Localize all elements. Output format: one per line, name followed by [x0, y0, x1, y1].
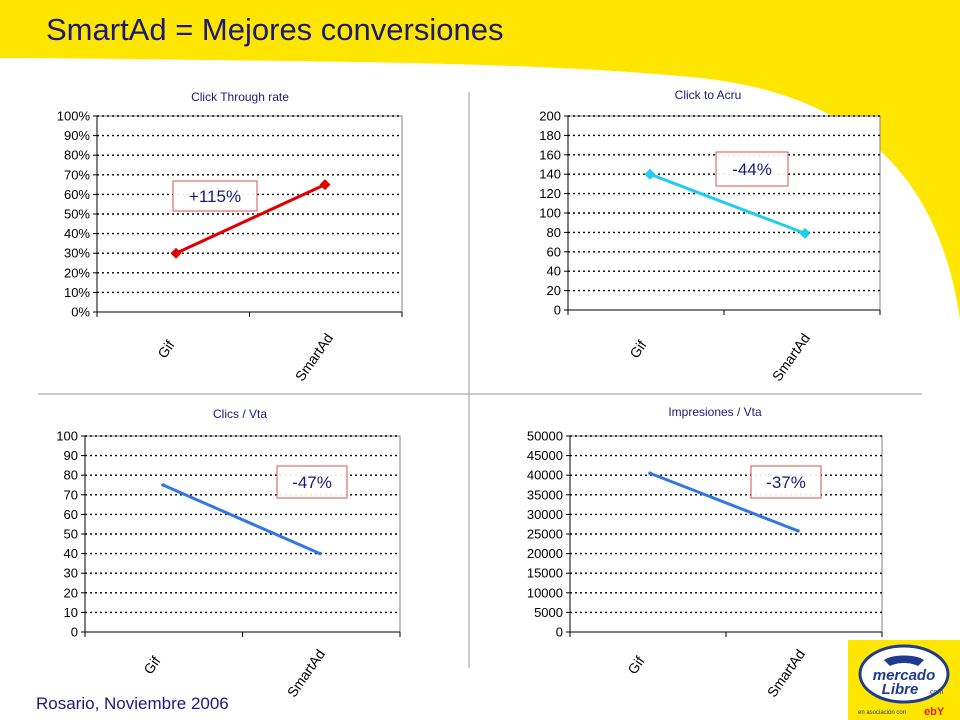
chart-4-y-tick-label: 50000 — [527, 429, 563, 444]
chart-2-series-line — [649, 172, 806, 235]
chart-2-data-point — [644, 168, 656, 180]
chart-2-y-tick-label: 0 — [554, 303, 561, 318]
mercadolibre-logo: mercado Libre .com en asociación con ebY — [858, 644, 950, 718]
chart-3-y-tick-label: 60 — [64, 507, 78, 522]
handshake-icon — [884, 655, 924, 666]
chart-1-y-tick-label: 80% — [64, 148, 90, 163]
chart-4-title: Impresiones / Vta — [668, 405, 762, 419]
chart-1-y-tick-label: 70% — [64, 167, 90, 182]
chart-4-data-point — [648, 471, 652, 476]
chart-2-y-tick-label: 80 — [547, 225, 561, 240]
logo-partner-text: en asociación con — [858, 710, 906, 716]
chart-4-annotation-label: -37% — [766, 473, 806, 492]
chart-2-x-category-label: Gif — [626, 337, 649, 361]
chart-2-y-tick-label: 60 — [547, 244, 561, 259]
chart-4-y-tick-label: 10000 — [527, 585, 563, 600]
chart-1-y-tick-label: 20% — [64, 265, 90, 280]
chart-2-y-tick-label: 140 — [539, 167, 561, 182]
chart-4-y-tick-label: 35000 — [527, 487, 563, 502]
chart-3-y-tick-label: 0 — [71, 625, 78, 640]
chart-1-y-tick-label: 90% — [64, 128, 90, 143]
chart-4-y-tick-label: 20000 — [527, 546, 563, 561]
top-swoosh — [0, 0, 960, 320]
chart-2-y-tick-label: 40 — [547, 264, 561, 279]
chart-3-y-tick-label: 20 — [64, 585, 78, 600]
chart-2-title: Click to Acru — [675, 88, 742, 102]
logo-brand-line2: Libre — [882, 681, 919, 698]
chart-3-series-line — [162, 483, 321, 555]
chart-2-annotation-label: -44% — [732, 160, 772, 179]
chart-3-data-point — [318, 551, 322, 556]
chart-1-series-line — [175, 183, 326, 255]
chart-2-y-tick-label: 100 — [539, 206, 561, 221]
footer-text: Rosario, Noviembre 2006 — [36, 694, 229, 713]
chart-1-y-tick-label: 0% — [71, 305, 90, 320]
chart-4-x-category-label: SmartAd — [764, 646, 808, 700]
chart-1-data-point — [170, 247, 182, 259]
chart-1-y-tick-label: 30% — [64, 246, 90, 261]
chart-3-plot-area — [84, 435, 401, 633]
chart-2-y-tick-label: 180 — [539, 128, 561, 143]
chart-4-y-tick-label: 0 — [556, 625, 563, 640]
chart-3-y-tick-label: 90 — [64, 448, 78, 463]
chart-2-y-tick-label: 20 — [547, 283, 561, 298]
chart-4-series-line — [649, 471, 799, 533]
chart-2-data-point — [799, 227, 811, 239]
chart-3-y-tick-label: 100 — [56, 429, 78, 444]
chart-1-y-tick-label: 100% — [57, 109, 91, 124]
chart-1-plot-area — [96, 115, 403, 313]
logo-ellipse — [858, 644, 950, 704]
chart-4-annotation-box — [750, 465, 822, 499]
chart-3-x-category-label: Gif — [140, 653, 163, 677]
chart-3-y-tick-label: 80 — [64, 468, 78, 483]
chart-3-y-tick-label: 40 — [64, 546, 78, 561]
chart-1-y-tick-label: 40% — [64, 226, 90, 241]
chart-3-title: Clics / Vta — [213, 407, 267, 421]
chart-1-x-category-label: Gif — [154, 337, 177, 361]
chart-1-annotation-label: +115% — [189, 187, 241, 206]
chart-4-y-tick-label: 25000 — [527, 527, 563, 542]
chart-2-y-tick-label: 120 — [539, 186, 561, 201]
chart-1-data-point — [319, 179, 331, 191]
chart-4-x-category-label: Gif — [624, 653, 647, 677]
chart-4-y-tick-label: 30000 — [527, 507, 563, 522]
slide-title: SmartAd = Mejores conversiones — [46, 12, 504, 47]
chart-1-x-category-label: SmartAd — [292, 330, 336, 384]
chart-2-x-category-label: SmartAd — [769, 330, 813, 384]
chart-2-y-tick-label: 200 — [539, 109, 561, 124]
chart-1-y-tick-label: 60% — [64, 187, 90, 202]
chart-3-y-tick-label: 30 — [64, 566, 78, 581]
logo-brand-suffix: .com — [928, 689, 943, 696]
chart-4-y-tick-label: 5000 — [534, 605, 563, 620]
chart-4-data-point — [796, 529, 800, 533]
chart-3-annotation-box — [276, 465, 348, 499]
chart-4-y-tick-label: 40000 — [527, 468, 563, 483]
chart-1-title: Click Through rate — [191, 90, 289, 104]
chart-3-data-point — [161, 483, 165, 487]
chart-3-y-tick-label: 70 — [64, 487, 78, 502]
chart-3-y-tick-label: 10 — [64, 605, 78, 620]
logo-partner-brand: ebY — [924, 706, 945, 718]
chart-2-annotation-box — [715, 151, 789, 187]
chart-4-y-tick-label: 15000 — [527, 566, 563, 581]
chart-1-annotation-box — [172, 180, 258, 212]
chart-3-x-category-label: SmartAd — [284, 646, 328, 700]
chart-1-y-tick-label: 10% — [64, 285, 90, 300]
chart-3-annotation-label: -47% — [292, 473, 332, 492]
chart-4-y-tick-label: 45000 — [527, 448, 563, 463]
chart-1-y-tick-label: 50% — [64, 207, 90, 222]
chart-3-y-tick-label: 50 — [64, 527, 78, 542]
chart-2-y-tick-label: 160 — [539, 147, 561, 162]
logo-brand-line1: mercado — [873, 667, 936, 684]
